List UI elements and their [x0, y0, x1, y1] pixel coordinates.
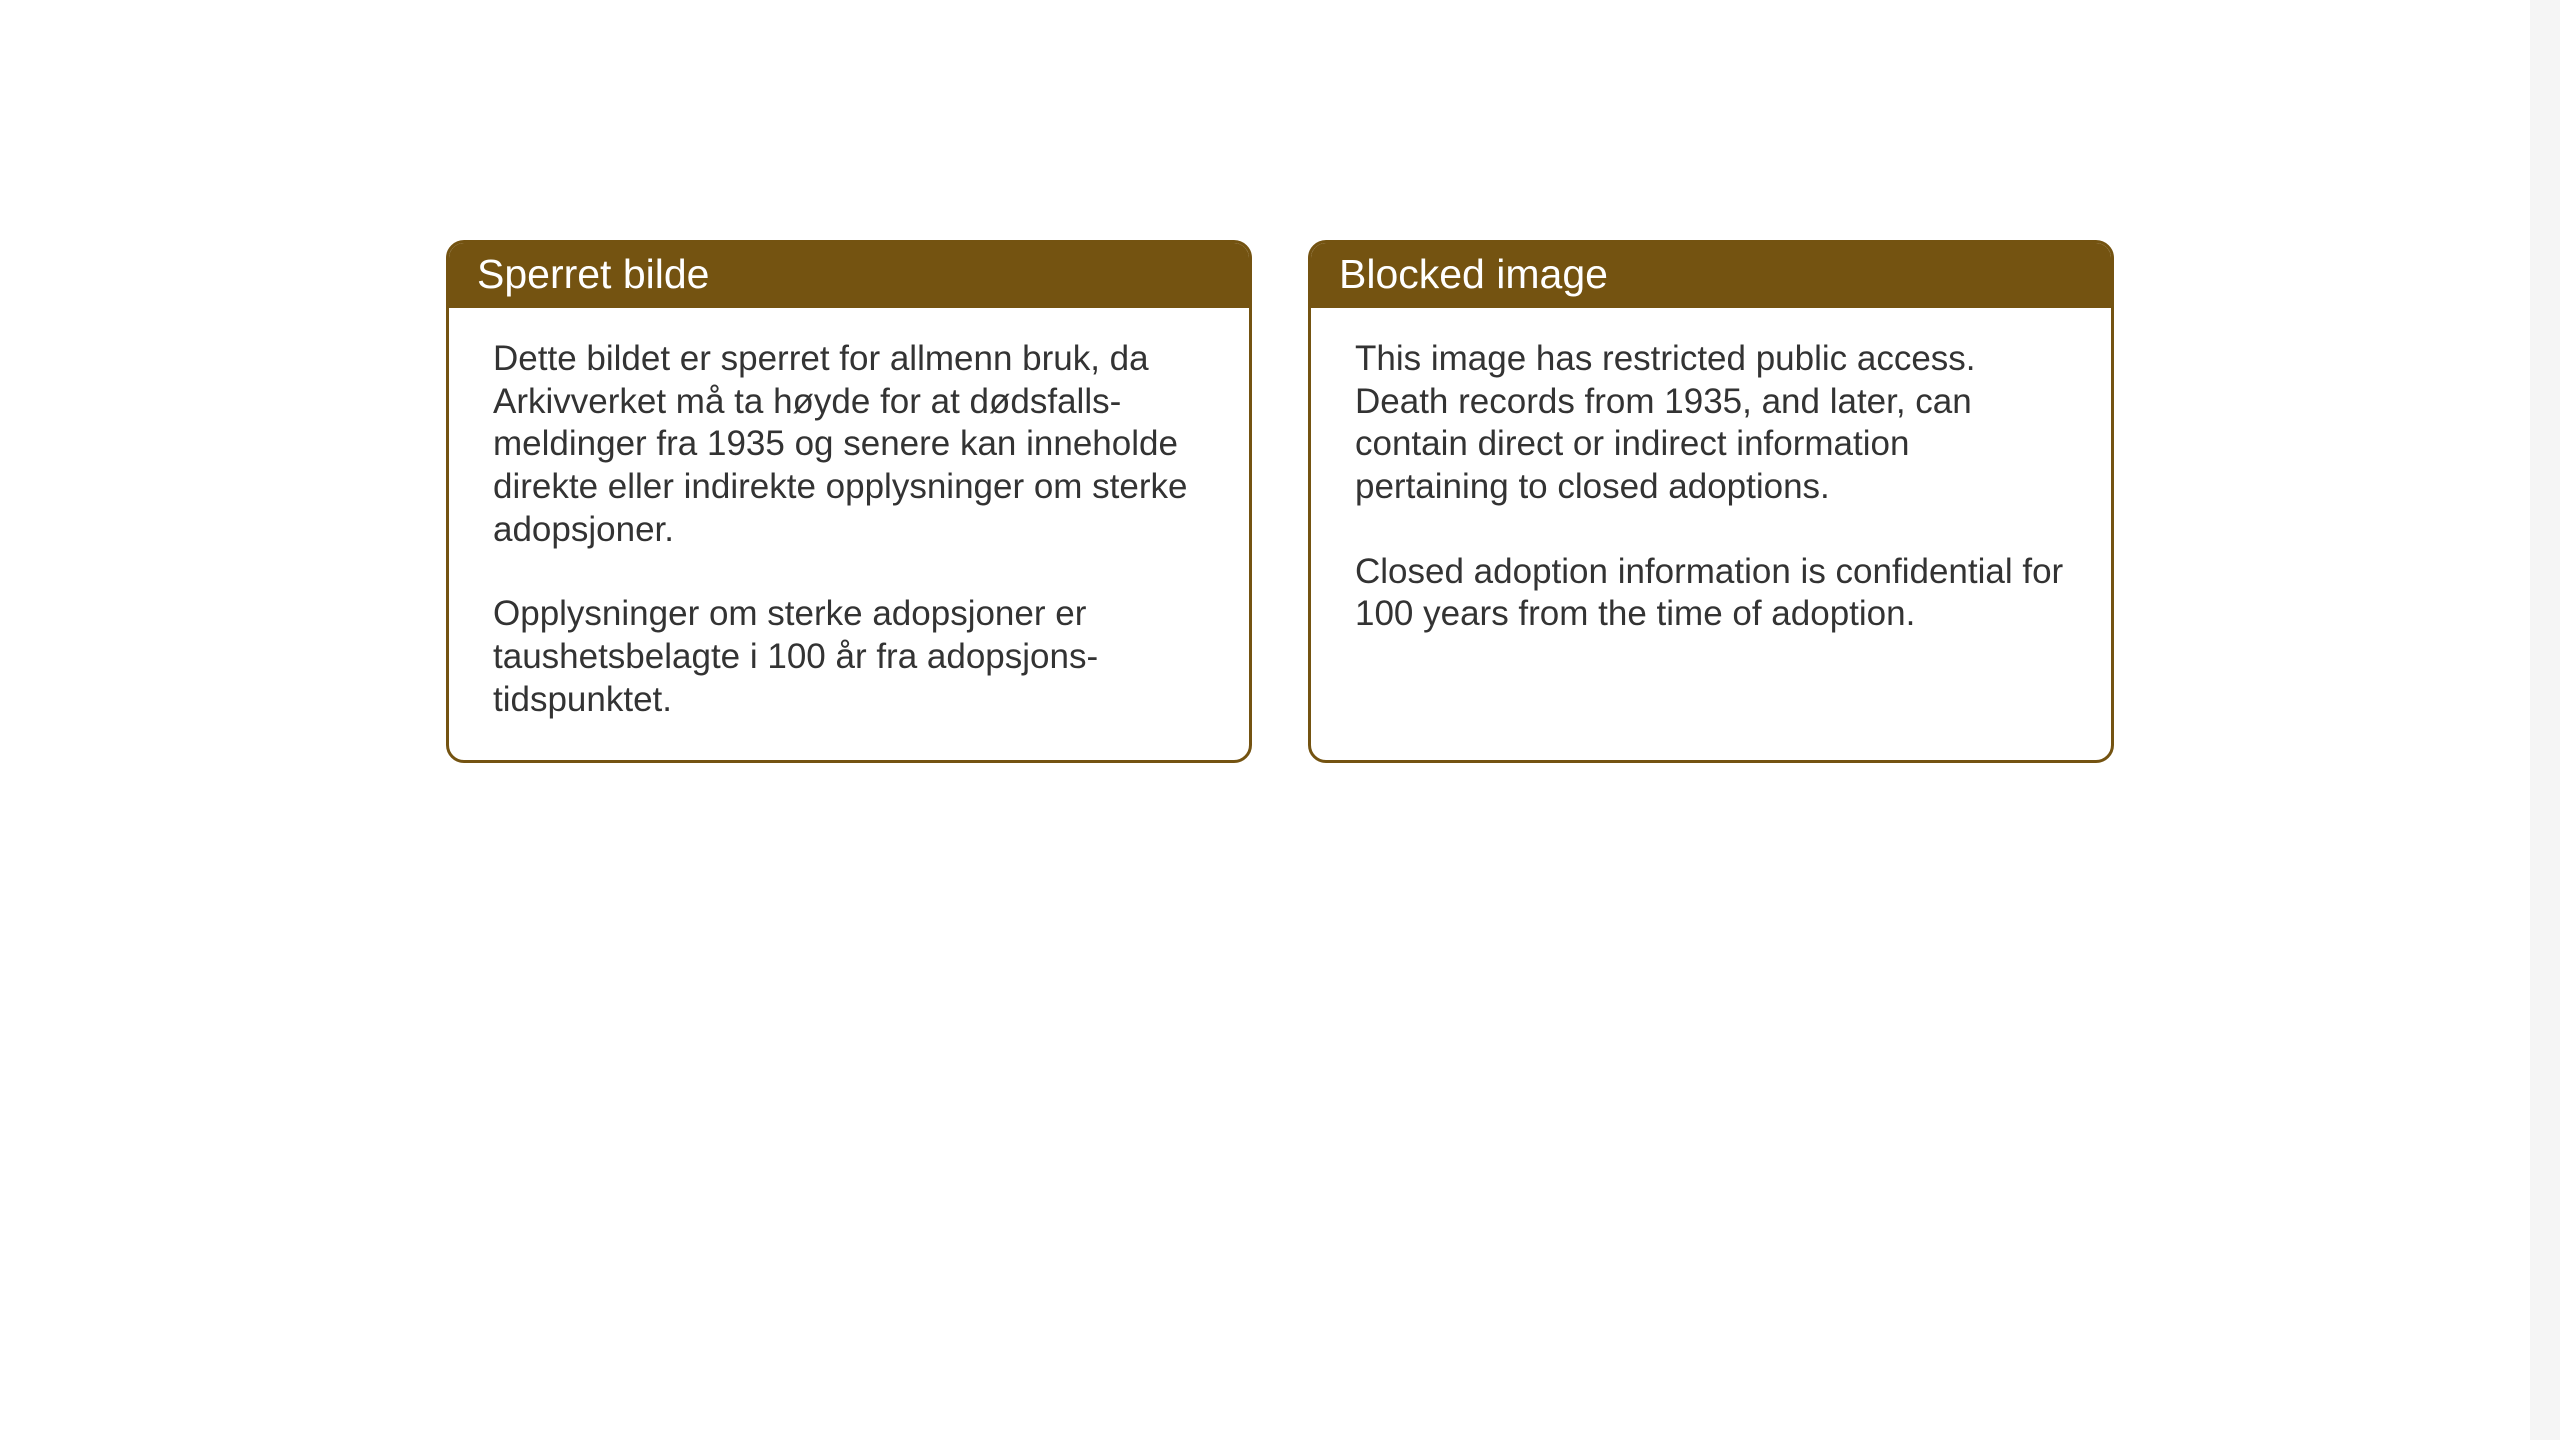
paragraph-text: This image has restricted public access.… — [1355, 338, 2067, 509]
notice-container: Sperret bilde Dette bildet er sperret fo… — [0, 0, 2560, 763]
notice-card-english: Blocked image This image has restricted … — [1308, 240, 2114, 763]
card-body-norwegian: Dette bildet er sperret for allmenn bruk… — [449, 308, 1249, 760]
scrollbar-track[interactable] — [2530, 0, 2560, 1440]
paragraph-text: Closed adoption information is confident… — [1355, 551, 2067, 636]
card-body-english: This image has restricted public access.… — [1311, 308, 2111, 674]
notice-card-norwegian: Sperret bilde Dette bildet er sperret fo… — [446, 240, 1252, 763]
paragraph-text: Dette bildet er sperret for allmenn bruk… — [493, 338, 1205, 551]
paragraph-text: Opplysninger om sterke adopsjoner er tau… — [493, 593, 1205, 721]
card-header-english: Blocked image — [1311, 243, 2111, 308]
card-header-norwegian: Sperret bilde — [449, 243, 1249, 308]
